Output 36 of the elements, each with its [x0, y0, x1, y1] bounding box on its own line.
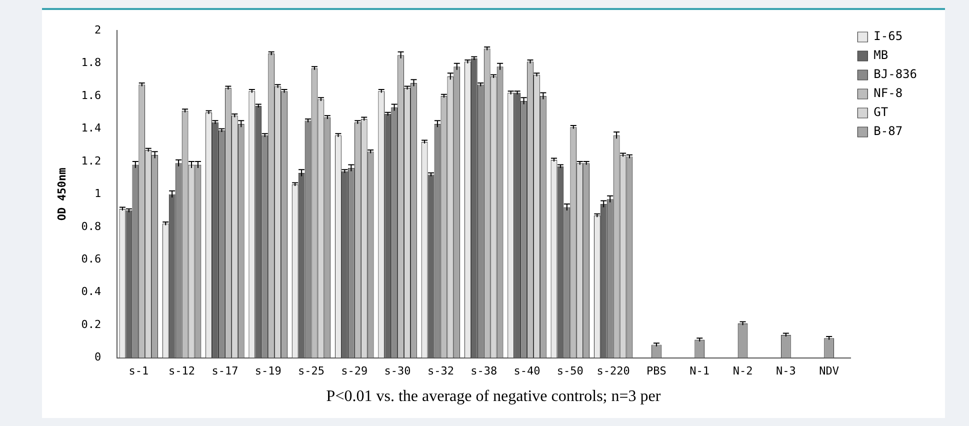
text: P<0.01 vs. the average of negative controls; n=3 per: [325, 388, 662, 406]
x-tick-label: s-30: [384, 364, 411, 378]
x-tick-label: PBS: [646, 364, 666, 378]
legend-label: BJ-836: [874, 67, 918, 82]
x-tick-label: s-17: [212, 364, 238, 378]
y-tick-label: 1.6: [81, 88, 102, 102]
x-tick-label: s-29: [341, 364, 368, 378]
legend-label: B-87: [874, 124, 903, 138]
legend-label: MB: [874, 48, 888, 62]
y-tick-label: 0.8: [81, 220, 102, 233]
x-tick-label: s-50: [556, 364, 584, 378]
y-tick-label: 1.4: [81, 122, 102, 135]
x-tick-label: s-32: [427, 364, 454, 378]
x-tick-label: NDV: [819, 364, 840, 378]
legend-label: I-65: [874, 29, 903, 44]
x-tick-label: N-2: [732, 364, 753, 378]
x-tick-label: s-40: [514, 364, 540, 378]
y-tick-label: 0.2: [81, 318, 102, 331]
y-tick-label: 1: [94, 187, 102, 200]
x-tick-label: N-3: [776, 364, 796, 378]
y-axis-title: OD 450nm: [55, 167, 68, 221]
x-tick-label: N-1: [690, 364, 710, 378]
y-tick-label: 1.8: [81, 56, 102, 70]
legend-label: NF-8: [874, 86, 903, 100]
y-tick-label: 0: [94, 350, 102, 364]
x-tick-label: s-12: [168, 364, 196, 378]
y-tick-label: 2: [94, 23, 102, 36]
x-tick-label: s-1: [128, 364, 149, 378]
x-tick-label: s-19: [254, 364, 282, 378]
legend-label: GT: [874, 105, 888, 120]
x-tick-label: s-25: [298, 364, 324, 378]
x-tick-label: s-38: [470, 364, 498, 378]
x-tick-label: s-220: [596, 364, 630, 378]
y-tick-label: 1.2: [81, 154, 102, 168]
y-tick-label: 0.6: [81, 252, 102, 266]
y-tick-label: 0.4: [81, 285, 102, 298]
